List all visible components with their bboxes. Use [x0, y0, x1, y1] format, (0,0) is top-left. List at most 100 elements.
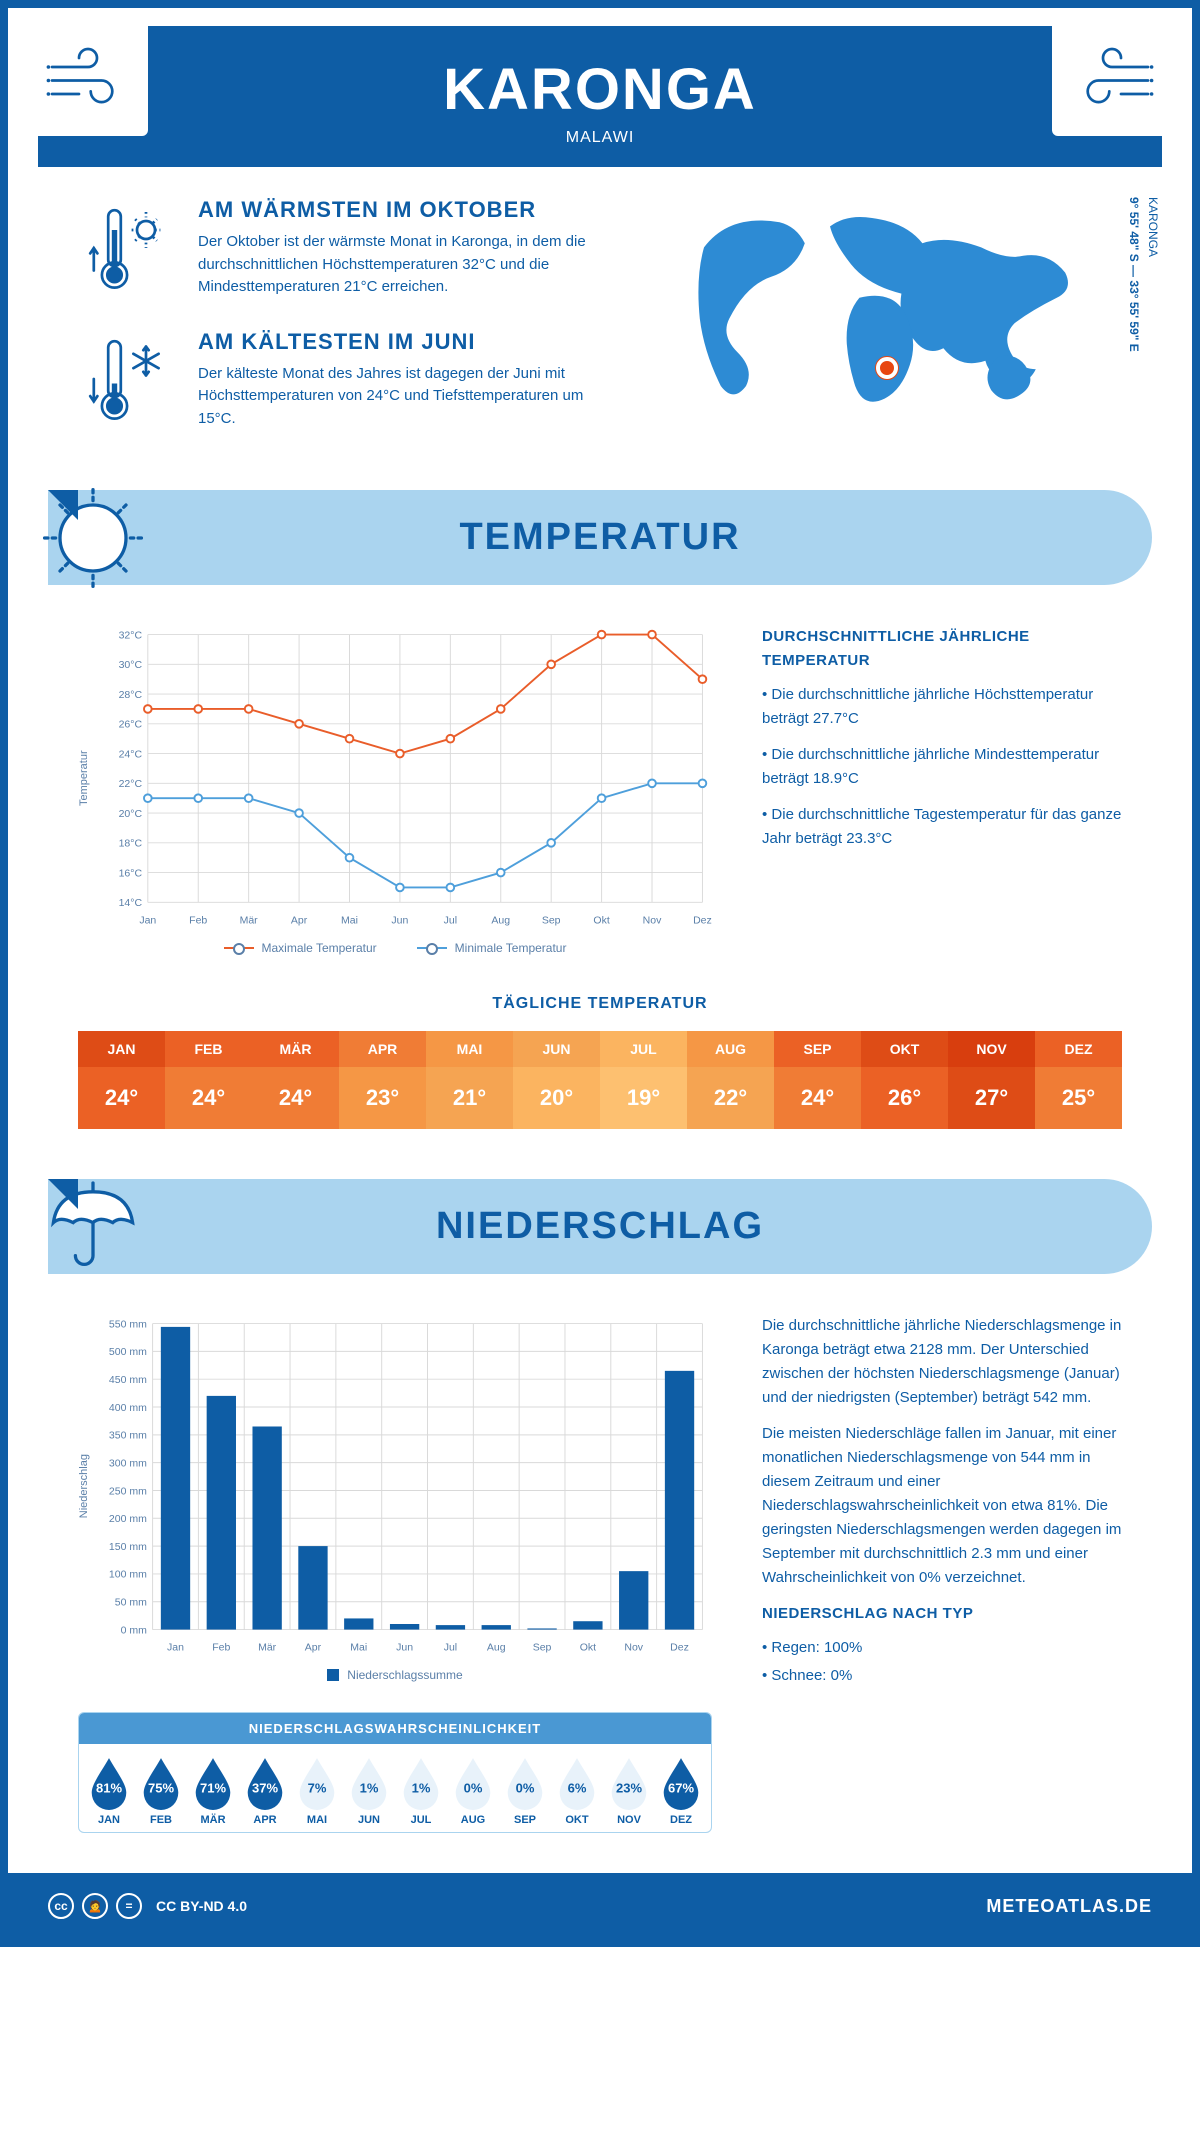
svg-text:Sep: Sep — [533, 1642, 552, 1654]
page-subtitle: MALAWI — [38, 129, 1162, 147]
temp-ylabel: Temperatur — [78, 625, 94, 931]
svg-text:Mär: Mär — [258, 1642, 277, 1654]
prob-month: APR — [239, 1814, 291, 1826]
drop-icon: 6% — [555, 1756, 599, 1810]
svg-text:Dez: Dez — [670, 1642, 689, 1654]
svg-text:Nov: Nov — [624, 1642, 643, 1654]
precip-ylabel: Niederschlag — [78, 1314, 94, 1658]
svg-text:32°C: 32°C — [119, 629, 143, 641]
drop-icon: 67% — [659, 1756, 703, 1810]
daily-value: 26° — [861, 1067, 948, 1129]
prob-month: AUG — [447, 1814, 499, 1826]
prob-month: OKT — [551, 1814, 603, 1826]
svg-text:14°C: 14°C — [119, 897, 143, 909]
daily-month: SEP — [774, 1031, 861, 1067]
precip-type-title: NIEDERSCHLAG NACH TYP — [762, 1602, 1122, 1626]
precip-legend: Niederschlagssumme — [78, 1668, 712, 1682]
svg-text:Jun: Jun — [396, 1642, 413, 1654]
svg-text:150 mm: 150 mm — [109, 1541, 147, 1553]
fact-warm-title: AM WÄRMSTEN IM OKTOBER — [198, 197, 622, 223]
daily-month: JAN — [78, 1031, 165, 1067]
thermometer-hot-icon — [78, 197, 178, 299]
fact-warmest: AM WÄRMSTEN IM OKTOBER Der Oktober ist d… — [78, 197, 622, 299]
daily-grid: JAN24°FEB24°MÄR24°APR23°MAI21°JUN20°JUL1… — [78, 1031, 1122, 1129]
prob-month: JAN — [83, 1814, 135, 1826]
svg-text:Aug: Aug — [487, 1642, 506, 1654]
daily-value: 23° — [339, 1067, 426, 1129]
header-banner: KARONGA MALAWI — [38, 26, 1162, 167]
daily-value: 24° — [774, 1067, 861, 1129]
footer: cc 🙍 = CC BY-ND 4.0 METEOATLAS.DE — [8, 1873, 1192, 1939]
svg-text:20°C: 20°C — [119, 808, 143, 820]
precip-body: Niederschlag 0 mm 50 mm 100 mm 150 mm 200 mm… — [8, 1274, 1192, 1873]
temp-summary-title: DURCHSCHNITTLICHE JÄHRLICHE TEMPERATUR — [762, 625, 1122, 673]
svg-text:Jul: Jul — [444, 1642, 457, 1654]
temperature-chart: Temperatur 14°C16°C18°C20°C22°C24°C26°C2… — [78, 625, 712, 955]
prob-row: 81%JAN75%FEB71%MÄR37%APR7%MAI1%JUN1%JUL0… — [79, 1744, 711, 1832]
fact-warm-text: Der Oktober ist der wärmste Monat in Kar… — [198, 231, 622, 299]
svg-text:250 mm: 250 mm — [109, 1485, 147, 1497]
page: KARONGA MALAWI AM WÄRMSTEN IM OKTOBER De… — [0, 0, 1200, 1947]
precip-p1: Die durchschnittliche jährliche Niedersc… — [762, 1314, 1122, 1410]
cc-icon: cc — [48, 1893, 74, 1919]
prob-month: SEP — [499, 1814, 551, 1826]
daily-month: FEB — [165, 1031, 252, 1067]
daily-month: MÄR — [252, 1031, 339, 1067]
cc-text: CC BY-ND 4.0 — [156, 1898, 247, 1914]
svg-text:Mai: Mai — [350, 1642, 367, 1654]
svg-text:Jul: Jul — [444, 914, 457, 926]
daily-title: TÄGLICHE TEMPERATUR — [78, 995, 1122, 1013]
daily-temperature: TÄGLICHE TEMPERATUR JAN24°FEB24°MÄR24°AP… — [8, 995, 1192, 1179]
precip-chart-area: Niederschlag 0 mm 50 mm 100 mm 150 mm 200 mm… — [78, 1314, 712, 1833]
svg-text:100 mm: 100 mm — [109, 1569, 147, 1581]
prob-month: FEB — [135, 1814, 187, 1826]
svg-text:550 mm: 550 mm — [109, 1318, 147, 1330]
svg-text:16°C: 16°C — [119, 867, 143, 879]
svg-text:28°C: 28°C — [119, 689, 143, 701]
cc-icons: cc 🙍 = — [48, 1893, 142, 1919]
intro-row: AM WÄRMSTEN IM OKTOBER Der Oktober ist d… — [8, 197, 1192, 490]
svg-text:Dez: Dez — [693, 914, 712, 926]
section-precip-header: NIEDERSCHLAG — [48, 1179, 1152, 1274]
svg-text:Okt: Okt — [593, 914, 609, 926]
map-marker — [876, 357, 898, 379]
svg-text:24°C: 24°C — [119, 748, 143, 760]
precip-title: NIEDERSCHLAG — [148, 1205, 1152, 1248]
svg-text:450 mm: 450 mm — [109, 1374, 147, 1386]
drop-icon: 1% — [347, 1756, 391, 1810]
temp-summary-p3: • Die durchschnittliche Tagestemperatur … — [762, 803, 1122, 851]
svg-text:Jun: Jun — [391, 914, 408, 926]
svg-text:50 mm: 50 mm — [115, 1597, 147, 1609]
precip-p4: • Schnee: 0% — [762, 1664, 1122, 1688]
drop-icon: 7% — [295, 1756, 339, 1810]
precip-probability: NIEDERSCHLAGSWAHRSCHEINLICHKEIT 81%JAN75… — [78, 1712, 712, 1833]
svg-text:0 mm: 0 mm — [121, 1624, 148, 1636]
temperature-line-chart: 14°C16°C18°C20°C22°C24°C26°C28°C30°C32°C… — [100, 625, 712, 931]
nd-icon: = — [116, 1893, 142, 1919]
svg-text:30°C: 30°C — [119, 659, 143, 671]
svg-text:Mai: Mai — [341, 914, 358, 926]
svg-text:Okt: Okt — [580, 1642, 596, 1654]
world-map: KARONGA 9° 55' 48" S — 33° 55' 59" E — [662, 197, 1122, 460]
daily-value: 22° — [687, 1067, 774, 1129]
daily-value: 24° — [252, 1067, 339, 1129]
svg-text:Jan: Jan — [139, 914, 156, 926]
legend-min: Minimale Temperatur — [455, 941, 567, 955]
by-icon: 🙍 — [82, 1893, 108, 1919]
temp-summary-p2: • Die durchschnittliche jährliche Mindes… — [762, 743, 1122, 791]
svg-text:200 mm: 200 mm — [109, 1513, 147, 1525]
temperature-body: Temperatur 14°C16°C18°C20°C22°C24°C26°C2… — [8, 585, 1192, 995]
precip-summary: Die durchschnittliche jährliche Niedersc… — [762, 1314, 1122, 1833]
prob-month: JUN — [343, 1814, 395, 1826]
daily-value: 21° — [426, 1067, 513, 1129]
prob-month: MAI — [291, 1814, 343, 1826]
daily-month: JUN — [513, 1031, 600, 1067]
daily-value: 24° — [165, 1067, 252, 1129]
daily-month: NOV — [948, 1031, 1035, 1067]
wind-icon-right — [1052, 16, 1172, 136]
daily-month: DEZ — [1035, 1031, 1122, 1067]
facts-column: AM WÄRMSTEN IM OKTOBER Der Oktober ist d… — [78, 197, 622, 460]
svg-text:350 mm: 350 mm — [109, 1430, 147, 1442]
prob-title: NIEDERSCHLAGSWAHRSCHEINLICHKEIT — [79, 1713, 711, 1744]
temperature-title: TEMPERATUR — [148, 516, 1152, 559]
